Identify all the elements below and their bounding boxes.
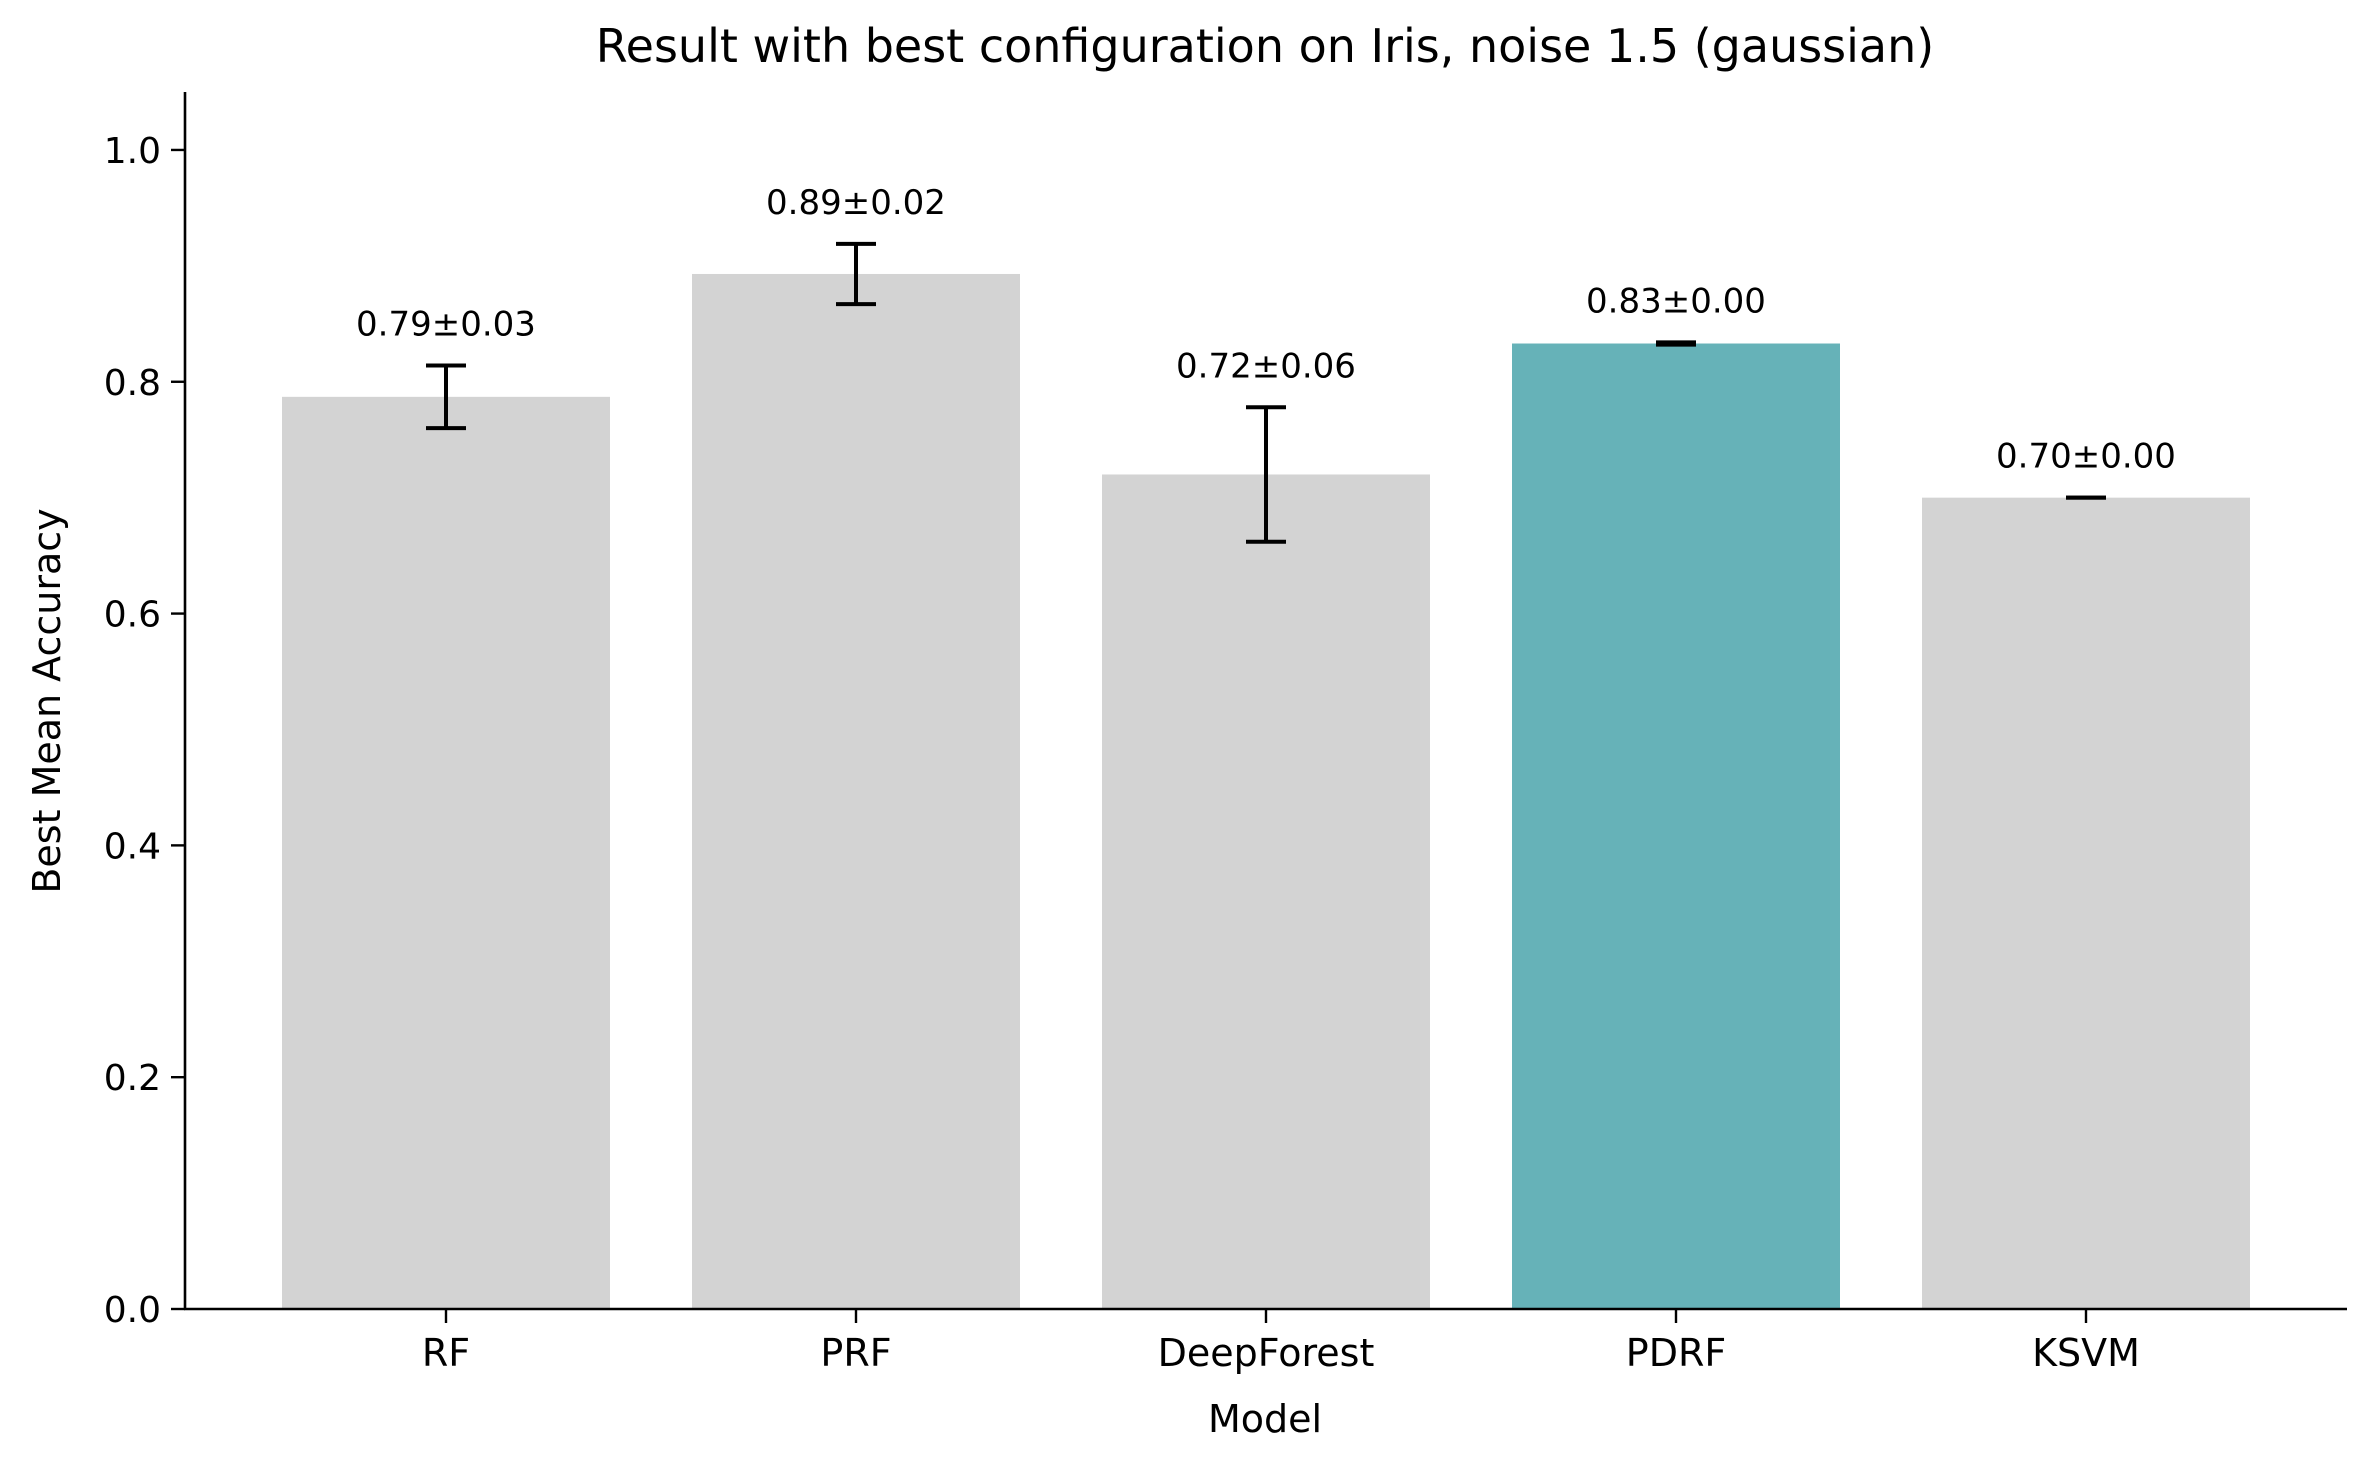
y-tick-label: 0.2	[104, 1058, 161, 1099]
data-label-ksvm: 0.70±0.00	[1996, 437, 2176, 477]
y-tick-label: 0.6	[104, 595, 161, 636]
bars	[282, 273, 2250, 1310]
y-tick-label: 0.8	[104, 363, 161, 404]
bar-prf	[692, 273, 1020, 1310]
x-tick-label-prf: PRF	[820, 1331, 891, 1375]
x-tick-label-deepforest: DeepForest	[1158, 1331, 1375, 1375]
y-tick-label: 0.4	[104, 826, 161, 867]
data-label-pdrf: 0.83±0.00	[1586, 281, 1766, 321]
y-axis-ticks: 0.0 0.2 0.4 0.6 0.8 1.0	[104, 131, 185, 1331]
x-tick-label-rf: RF	[422, 1331, 470, 1375]
data-label-deepforest: 0.72±0.06	[1176, 346, 1356, 386]
x-tick-label-ksvm: KSVM	[2032, 1331, 2140, 1375]
data-label-rf: 0.79±0.03	[356, 305, 536, 345]
bar-pdrf	[1512, 343, 1840, 1310]
data-labels: 0.79±0.03 0.89±0.02 0.72±0.06 0.83±0.00 0.70…	[356, 183, 2176, 477]
x-axis-label: Model	[1208, 1397, 1322, 1441]
bar-ksvm	[1922, 497, 2250, 1310]
bar-rf	[282, 396, 610, 1309]
data-label-prf: 0.89±0.02	[766, 183, 946, 223]
x-axis-ticks: RF PRF DeepForest PDRF KSVM	[422, 1309, 2140, 1375]
chart-title: Result with best configuration on Iris, …	[596, 19, 1934, 73]
y-axis-label: Best Mean Accuracy	[25, 508, 69, 893]
error-bars	[426, 241, 2106, 544]
bar-deepforest	[1102, 474, 1430, 1309]
y-tick-label: 0.0	[104, 1290, 161, 1331]
x-tick-label-pdrf: PDRF	[1626, 1331, 1726, 1375]
y-tick-label: 1.0	[104, 131, 161, 172]
